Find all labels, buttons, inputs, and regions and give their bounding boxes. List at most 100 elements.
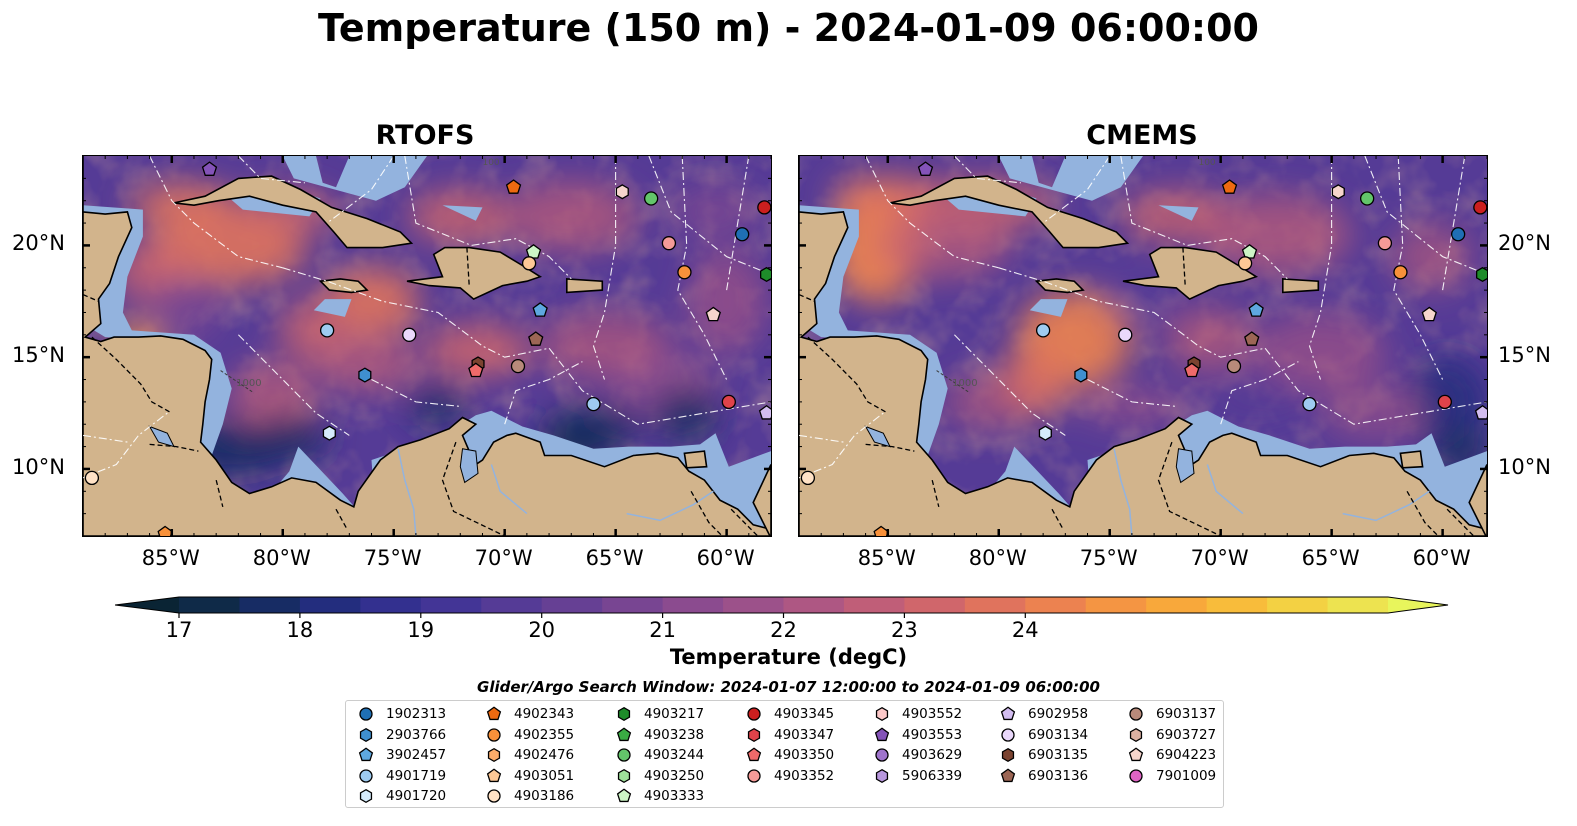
legend-label: 4903244 [644,747,705,764]
legend-marker [616,788,632,803]
float-marker [1377,236,1393,251]
pentagon-marker-icon [746,747,762,762]
eez-boundary [548,347,771,425]
float-marker [721,394,736,410]
legend-label: 4901719 [386,767,447,784]
colorbar-bin [1146,597,1208,613]
legend-marker [358,747,374,762]
float-marker [1074,367,1088,383]
shallow-shelf [1158,205,1199,221]
colorbar-label: Temperature (degC) [669,645,908,669]
temperature-field [111,180,767,476]
land [1399,450,1424,469]
colorbar-bin [1085,597,1147,613]
colorbar-bin [1267,597,1329,613]
country-border [931,479,940,508]
hexagon-marker-icon [617,768,631,783]
float-marker [1302,396,1317,412]
x-tick-label: 75°W [363,546,422,570]
float-marker [319,323,335,338]
eez-boundary [1087,379,1177,407]
float-marker [734,227,750,242]
river [626,490,714,522]
eez-boundary [371,379,461,407]
float-marker [1244,331,1260,346]
legend-marker [616,727,632,741]
hexagon-marker-icon [1129,727,1143,742]
country-border [83,294,99,302]
legend-marker [1129,769,1143,783]
float-marker [661,236,677,251]
y-tick-label: 10°N [12,454,65,479]
colorbar-bin [239,597,301,613]
x-tick-label: 75°W [1079,546,1138,570]
map-canvas: 1000 100 [799,156,1487,536]
legend-label: 4903250 [644,767,705,784]
legend-marker [1000,706,1016,721]
float-marker [1437,394,1452,410]
shallow-shelf [282,156,427,201]
float-marker [705,306,721,322]
legend-marker [487,789,501,804]
eez-boundary [1393,156,1444,380]
eez-boundary [799,412,884,479]
legend-marker [487,748,501,763]
colorbar-bin [1327,597,1389,613]
land [1034,278,1085,294]
pentagon-marker-icon [1128,747,1144,762]
float-marker [322,425,336,441]
x-tick-label: 60°W [696,546,755,570]
hexagon-marker-icon [617,706,631,722]
colorbar-bin [723,597,784,613]
colorbar-tick-label: 23 [891,618,918,642]
legend-label: 1902313 [386,706,447,722]
map-canvas: 1000 100 [83,156,771,536]
legend-label: 2903766 [386,726,447,743]
legend-marker [1128,747,1144,762]
eez-boundary [1264,347,1487,425]
y-tick-label: 10°N [1498,454,1551,479]
float-marker [1035,323,1051,338]
colorbar-tick-label: 20 [528,618,556,642]
legend-label: 4903352 [774,767,835,784]
country-border [441,441,505,536]
legend-marker [746,747,762,762]
circle-marker-icon [359,769,373,783]
float-marker [1226,358,1242,374]
circle-marker-icon [487,789,501,804]
legend-label: 6903136 [1028,767,1089,784]
lake [1175,448,1195,484]
float-marker [201,161,218,176]
hexagon-marker-icon [359,727,373,742]
legend-marker [747,727,761,742]
colorbar-tick-label: 24 [1011,618,1039,642]
pentagon-marker-icon [486,768,502,782]
x-tick-label: 65°W [585,546,644,570]
colorbar-bin [1025,597,1087,613]
colorbar-bin [481,597,543,613]
circle-marker-icon [487,727,501,742]
eez-boundary [238,334,350,436]
legend-marker [486,706,502,721]
colorbar-tick-label: 18 [286,618,314,642]
colorbar-bin [843,597,905,613]
colorbar-extend-high [1388,597,1448,613]
y-tick-label: 20°N [1498,231,1551,256]
float-marker [1118,327,1133,342]
eez-boundary [404,156,572,280]
float-marker [1184,362,1200,378]
hexagon-marker-icon [875,706,889,722]
float-marker [1421,306,1437,322]
colorbar-tick-label: 17 [165,618,193,642]
float-marker [1248,302,1264,317]
eez-boundary [282,267,550,358]
legend-label: 4903217 [644,706,705,722]
colorbar-bin [541,597,603,613]
float-marker [1038,425,1052,441]
hexagon-marker-icon [487,748,501,763]
legend-label: 6903135 [1028,747,1089,764]
eez-boundary [149,156,283,269]
legend-label: 4902476 [514,747,575,764]
float-marker [1221,179,1238,194]
legend-marker [875,748,889,762]
